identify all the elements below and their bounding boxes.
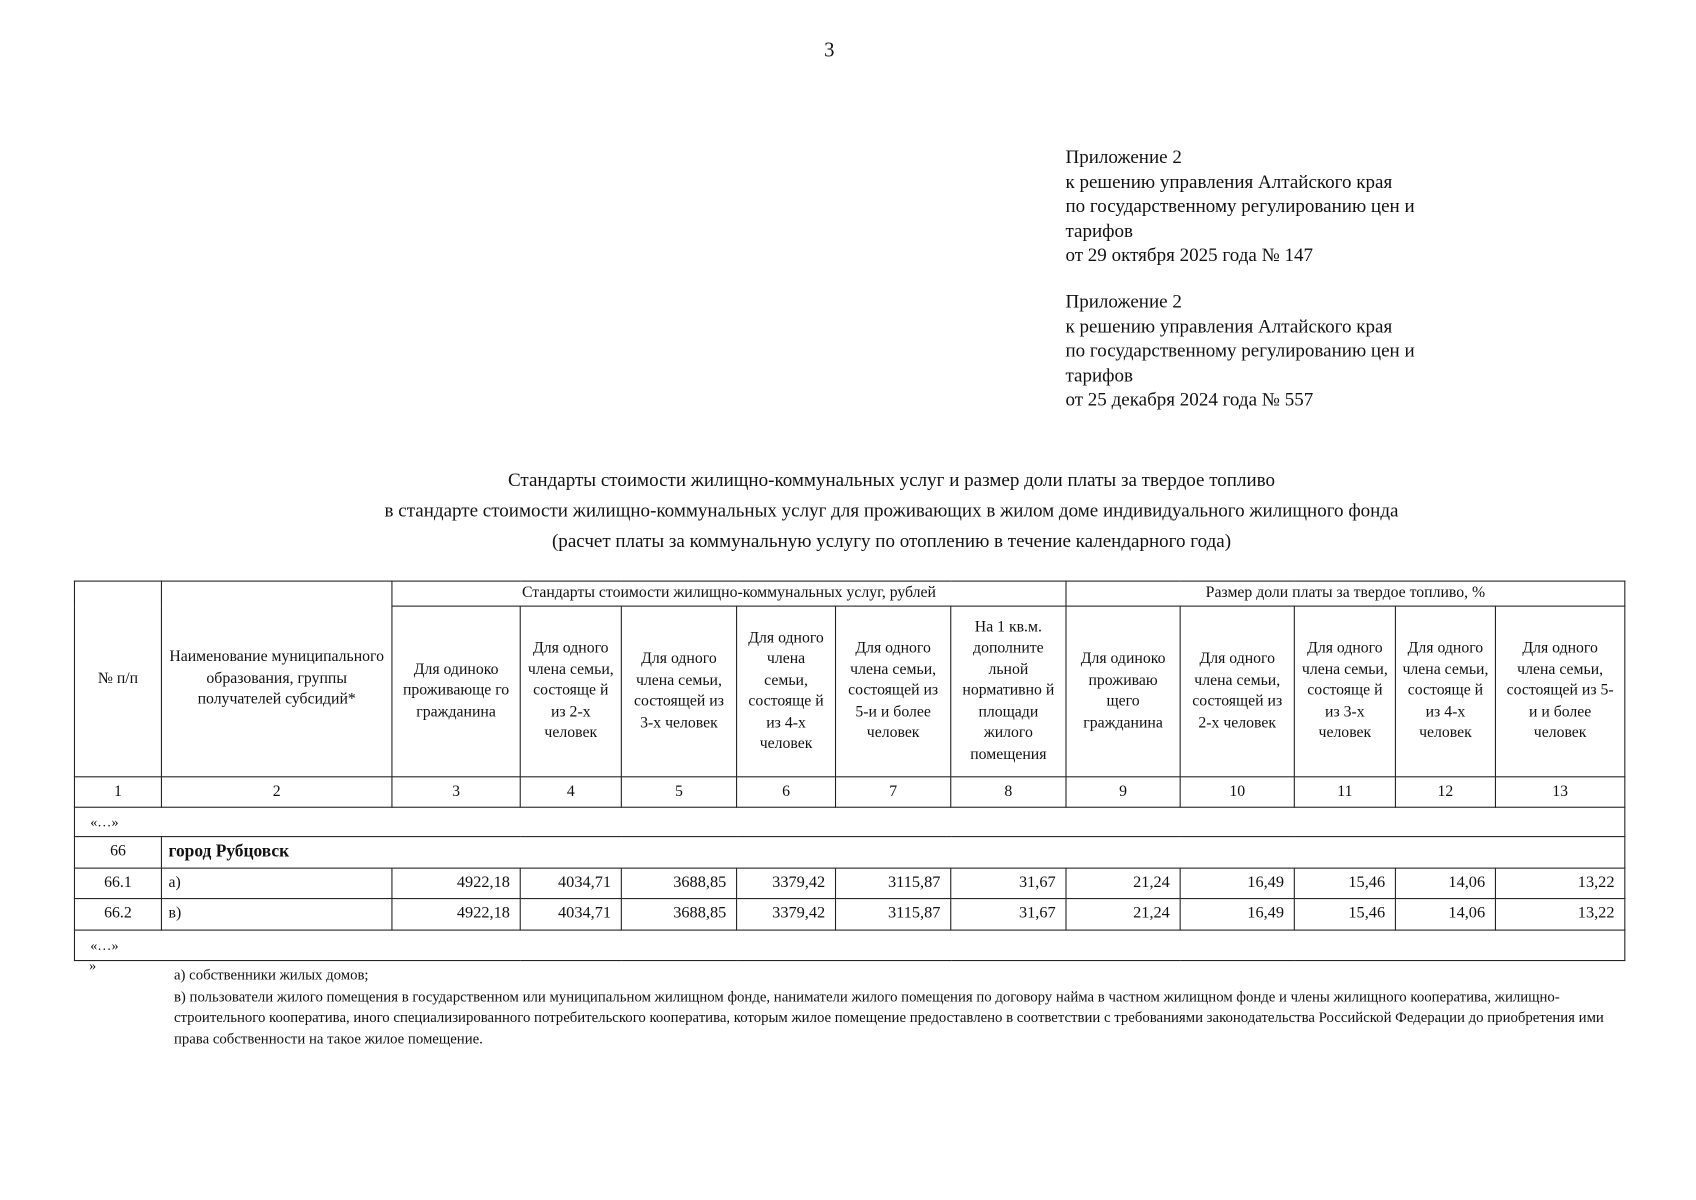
appendix-line: по государственному регулированию цен и xyxy=(1065,339,1415,361)
sub-header: Для одиноко проживающе го гражданина xyxy=(391,605,521,778)
column-number: 5 xyxy=(620,776,738,808)
column-number: 11 xyxy=(1293,776,1396,808)
appendix-line: Приложение 2 xyxy=(1065,290,1182,313)
column-number: 3 xyxy=(391,776,521,808)
table-row: 66.2 в) 4922,18 4034,71 3688,85 3379,42 3115,8… xyxy=(73,898,1626,931)
sub-header: Для одного члена семьи, состоящей из 2-х… xyxy=(1179,605,1295,778)
title-line: Стандарты стоимости жилищно-коммунальных… xyxy=(507,468,1276,491)
appendix-line: к решению управления Алтайского края xyxy=(1065,314,1393,337)
ellipsis-row: «…» xyxy=(73,929,1626,962)
cell-value: 13,22 xyxy=(1494,898,1626,931)
cell-value: 14,06 xyxy=(1394,898,1496,931)
cell-value: 21,24 xyxy=(1065,898,1181,931)
sub-header: Для одного члена семьи, состояще й из 2-… xyxy=(519,605,622,778)
sub-header: Для одного члена семьи, состоящей из 5-и… xyxy=(834,605,952,778)
cell-value: 3115,87 xyxy=(834,867,952,900)
header-group-share: Размер доли платы за твердое топливо, % xyxy=(1065,580,1626,607)
cell-value: 14,06 xyxy=(1394,867,1496,900)
standards-table: № п/п Наименование муниципального образо… xyxy=(73,580,1626,962)
row-no: 66.2 xyxy=(73,898,162,931)
column-number: 13 xyxy=(1494,776,1626,808)
cell-value: 16,49 xyxy=(1179,867,1295,900)
column-number: 10 xyxy=(1179,776,1295,808)
title-line: в стандарте стоимости жилищно-коммунальн… xyxy=(384,499,1399,521)
cell-value: 4922,18 xyxy=(391,867,521,900)
appendix-line: тарифов xyxy=(1065,363,1133,386)
column-number: 7 xyxy=(834,776,952,808)
appendix-line: тарифов xyxy=(1065,219,1133,241)
group-no: 66 xyxy=(73,836,162,869)
appendix-line: от 29 октября 2025 года № 147 xyxy=(1065,243,1314,266)
cell-value: 3688,85 xyxy=(620,867,738,900)
document-title: Стандарты стоимости жилищно-коммунальных… xyxy=(174,464,1609,555)
sub-header: Для одного члена семьи, состояще й из 4-… xyxy=(736,605,837,778)
appendix-line: от 25 декабря 2024 года № 557 xyxy=(1065,388,1314,410)
column-number: 6 xyxy=(736,776,837,808)
group-name: город Рубцовск xyxy=(160,836,1626,869)
appendix-line: к решению управления Алтайского края xyxy=(1065,170,1393,192)
cell-value: 13,22 xyxy=(1494,867,1626,900)
header-no: № п/п xyxy=(73,580,162,778)
cell-value: 15,46 xyxy=(1293,867,1396,900)
column-number: 12 xyxy=(1394,776,1496,808)
sub-header: Для одного члена семьи, состоящей из 3-х… xyxy=(620,605,738,778)
cell-value: 31,67 xyxy=(950,898,1067,931)
sub-header: Для одиноко проживаю щего гражданина xyxy=(1065,605,1181,778)
appendix-line: по государственному регулированию цен и xyxy=(1065,194,1415,217)
table-row: 66.1 а) 4922,18 4034,71 3688,85 3379,42 3115,8… xyxy=(73,867,1626,900)
cell-value: 3115,87 xyxy=(834,898,952,931)
title-line: (расчет платы за коммунальную услугу по … xyxy=(551,529,1232,552)
sub-header: Для одного члена семьи, состояще й из 4-… xyxy=(1394,605,1496,778)
page-number: 3 xyxy=(824,39,835,62)
sub-header: Для одного члена семьи, состояще й из 3-… xyxy=(1293,605,1396,778)
header-name: Наименование муниципального образования,… xyxy=(160,580,393,778)
cell-value: 16,49 xyxy=(1179,898,1295,931)
sub-header: Для одного члена семьи, состоящей из 5-и… xyxy=(1494,605,1626,778)
footnotes: а) собственники жилых домов; в) пользова… xyxy=(174,964,1620,1049)
cell-value: 3688,85 xyxy=(620,898,738,931)
column-number: 4 xyxy=(519,776,622,808)
column-number: 2 xyxy=(160,776,393,808)
cell-value: 3379,42 xyxy=(736,898,837,931)
cell-value: 4034,71 xyxy=(519,867,622,900)
row-name: а) xyxy=(160,867,393,900)
footnote-mark: » xyxy=(89,956,97,974)
ellipsis-row: «…» xyxy=(73,806,1626,838)
footnote: а) собственники жилых домов; xyxy=(173,966,369,983)
appendix-previous: Приложение 2 к решению управления Алтайс… xyxy=(1065,289,1414,411)
row-no: 66.1 xyxy=(73,867,162,900)
appendix-line: Приложение 2 xyxy=(1065,145,1182,168)
cell-value: 31,67 xyxy=(950,867,1067,900)
appendix-current: Приложение 2 к решению управления Алтайс… xyxy=(1065,145,1414,267)
header-group-standards: Стандарты стоимости жилищно-коммунальных… xyxy=(391,580,1067,607)
cell-value: 3379,42 xyxy=(736,867,837,900)
row-name: в) xyxy=(160,898,393,931)
cell-value: 4922,18 xyxy=(391,898,521,931)
cell-value: 15,46 xyxy=(1293,898,1396,931)
column-number: 9 xyxy=(1065,776,1181,808)
column-number: 1 xyxy=(73,776,162,808)
cell-value: 21,24 xyxy=(1065,867,1181,900)
footnote: в) пользователи жилого помещения в госуд… xyxy=(173,987,1604,1047)
sub-header: На 1 кв.м. дополните льной нормативно й … xyxy=(950,605,1067,778)
cell-value: 4034,71 xyxy=(519,898,622,931)
column-number: 8 xyxy=(950,776,1067,808)
